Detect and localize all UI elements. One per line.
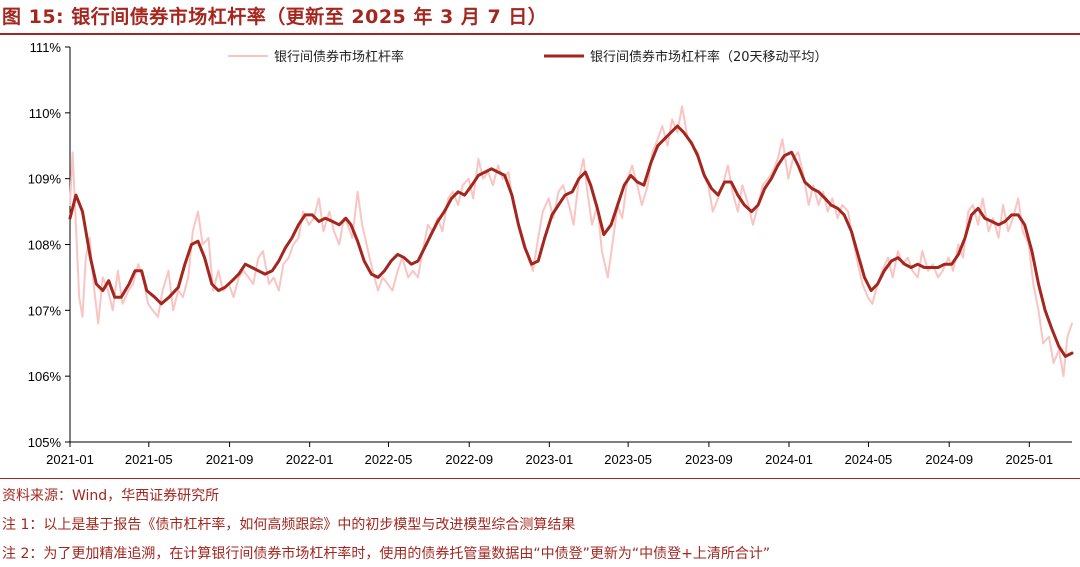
note-2: 注 2：为了更加精准追溯，在计算银行间债券市场杠杆率时，使用的债券托管量数据由“… [2, 546, 771, 562]
x-tick-label: 2024-01 [765, 452, 813, 467]
x-tick-label: 2023-05 [604, 452, 652, 467]
title-divider [0, 33, 1080, 35]
y-tick-label: 106% [28, 369, 62, 384]
x-tick-label: 2024-05 [845, 452, 893, 467]
chart-axes: 105% 106% 107% 108% 109% 110% 111% 2021-01 2021-… [28, 40, 1072, 467]
leverage-ma20-line [68, 124, 1074, 358]
x-tick-label: 2022-01 [286, 452, 334, 467]
y-tick-label: 110% [29, 106, 62, 121]
chart-legend: 银行间债券市场杠杆率 银行间债券市场杠杆率（20天移动平均） [228, 49, 828, 65]
source-note: 资料来源：Wind，华西证券研究所 [2, 488, 220, 504]
note-1: 注 1：以上是基于报告《债市杠杆率，如何高频跟踪》中的初步模型与改进模型综合测算… [2, 517, 576, 533]
y-tick-label: 111% [30, 40, 62, 55]
y-tick-label: 108% [28, 238, 62, 253]
y-tick-label: 105% [28, 435, 62, 450]
legend-label-1: 银行间债券市场杠杆率 [274, 49, 404, 65]
x-tick-label: 2025-01 [1005, 452, 1053, 467]
x-tick-label: 2022-09 [445, 452, 493, 467]
series-layer [68, 105, 1074, 378]
x-tick-label: 2021-05 [125, 452, 173, 467]
y-tick-label: 109% [28, 172, 62, 187]
legend-label-2: 银行间债券市场杠杆率（20天移动平均） [590, 49, 828, 65]
bottom-divider [0, 478, 1080, 479]
leverage-daily-line [69, 105, 1073, 378]
figure-title: 图 15: 银行间债券市场杠杆率（更新至 2025 年 3 月 7 日） [2, 6, 548, 28]
x-tick-label: 2023-01 [525, 452, 573, 467]
x-tick-label: 2023-09 [685, 452, 733, 467]
y-tick-label: 107% [28, 303, 62, 318]
x-tick-label: 2022-05 [365, 452, 413, 467]
x-tick-label: 2024-09 [925, 452, 973, 467]
x-tick-label: 2021-01 [46, 452, 94, 467]
x-tick-label: 2021-09 [206, 452, 254, 467]
leverage-line-chart: 105% 106% 107% 108% 109% 110% 111% 2021-01 2021-… [28, 40, 1074, 467]
